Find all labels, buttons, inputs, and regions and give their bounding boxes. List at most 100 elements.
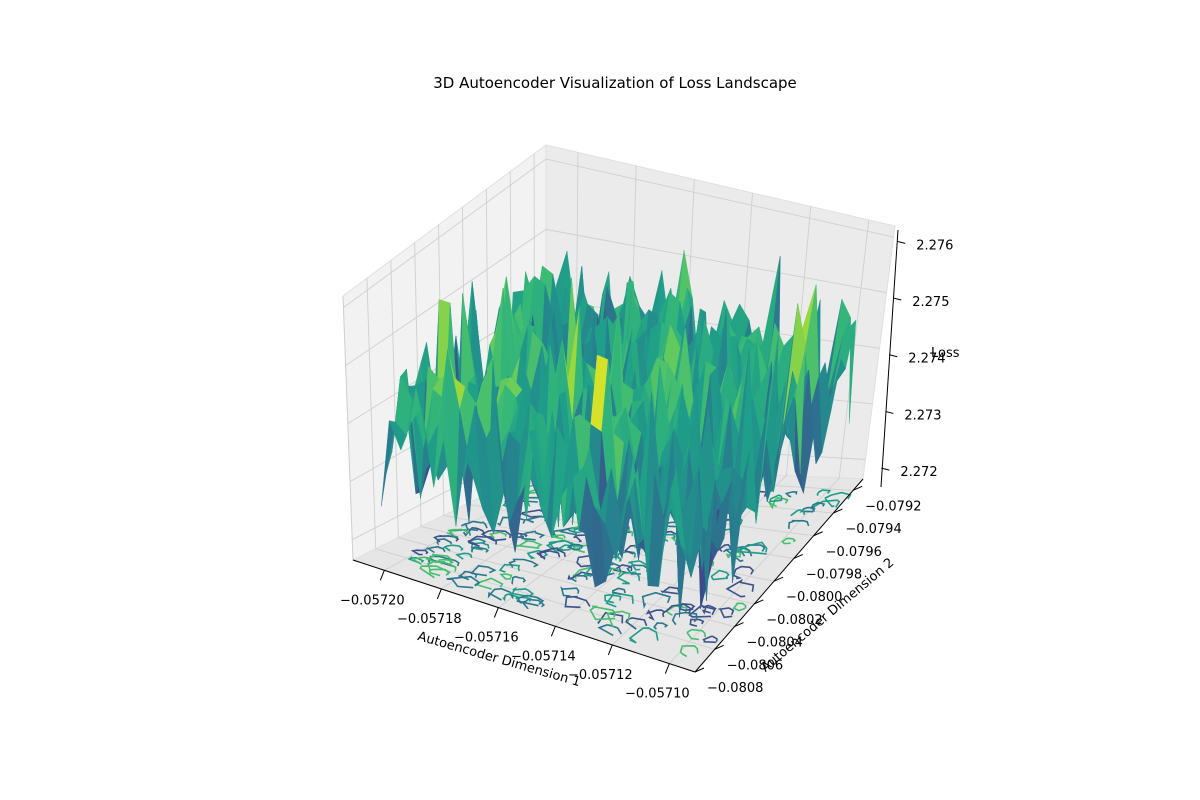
y-tick <box>773 576 784 582</box>
contour-line <box>419 565 452 579</box>
contour-line <box>467 535 498 548</box>
contour-line <box>628 560 648 571</box>
contour-line <box>455 552 473 560</box>
x-tick <box>550 626 556 637</box>
x-tick-label: −0.05720 <box>340 593 405 608</box>
contour-line <box>442 544 464 552</box>
contour-line <box>508 558 539 568</box>
y-tick-label: −0.0806 <box>727 658 783 673</box>
x-tick-label: −0.05710 <box>625 687 690 702</box>
contour-line <box>426 560 457 572</box>
y-tick-label: −0.0808 <box>707 681 763 696</box>
chart-title: 3D Autoencoder Visualization of Loss Lan… <box>433 74 797 92</box>
x-tick-label: −0.05712 <box>568 668 633 683</box>
y-tick <box>833 508 843 514</box>
z-tick <box>889 354 898 358</box>
y-tick <box>694 667 705 673</box>
contour-line <box>432 535 460 543</box>
contour-line <box>545 539 574 552</box>
x-tick-label: −0.05714 <box>511 649 576 664</box>
contour-line <box>449 528 471 538</box>
contour-line <box>564 595 591 609</box>
contour-line <box>663 603 692 615</box>
contour-line <box>407 556 425 564</box>
contour-line <box>508 586 535 598</box>
contour-line <box>717 607 735 619</box>
contour-line <box>641 591 671 609</box>
contour-line <box>788 519 810 529</box>
contour-line <box>446 575 481 589</box>
contour-line <box>611 587 626 596</box>
x-tick <box>379 570 385 581</box>
contour-line <box>810 499 841 513</box>
contour-line <box>625 617 648 630</box>
y-tick <box>714 644 724 650</box>
x-tick-label: −0.05718 <box>397 612 462 627</box>
contour-line <box>653 622 669 631</box>
contour-line <box>604 594 622 604</box>
contour-line <box>710 569 730 581</box>
contour-line <box>462 526 486 537</box>
contour-line <box>628 627 659 644</box>
y-tick-label: −0.0804 <box>747 636 803 651</box>
contour-line <box>732 602 747 612</box>
y-tick <box>754 599 764 605</box>
z-tick-label: 2.275 <box>912 295 949 310</box>
contour-line <box>520 598 546 610</box>
contour-line <box>702 635 718 644</box>
z-gridline <box>345 228 887 366</box>
contour-line <box>488 531 507 539</box>
y-tick <box>734 622 744 628</box>
z-axis-line <box>880 229 899 488</box>
contour-line <box>520 530 546 541</box>
contour-line <box>671 611 698 626</box>
x-tick <box>664 663 670 674</box>
loss-surface <box>381 250 857 618</box>
z-tick <box>885 410 894 414</box>
contour-line <box>659 586 680 595</box>
contour-line <box>410 549 429 556</box>
contour-line <box>606 610 631 628</box>
contour-line <box>732 565 754 580</box>
contour-line <box>781 537 797 545</box>
contour-line <box>790 509 805 516</box>
contour-line <box>612 564 633 574</box>
x-tick <box>607 644 613 656</box>
contour-line <box>551 533 566 540</box>
y-tick-label: −0.0794 <box>845 522 901 537</box>
z-gridline <box>343 158 894 308</box>
contour-line <box>499 573 513 580</box>
contour-line <box>679 644 699 658</box>
contour-line <box>487 587 514 601</box>
y-tick-label: −0.0800 <box>786 590 842 605</box>
contour-line <box>784 491 798 498</box>
x-axis-line <box>352 559 696 673</box>
y-gridline <box>414 242 755 605</box>
contour-line <box>446 528 469 537</box>
x-tick <box>493 607 499 618</box>
contour-line <box>536 550 561 560</box>
contour-line <box>725 578 755 598</box>
contour-line <box>701 604 717 615</box>
axes: −0.05720 −0.05718 −0.05716 −0.05714 −0.05712… <box>340 229 953 702</box>
contour-line <box>768 494 783 503</box>
contour-line <box>470 541 490 551</box>
contour-line <box>570 574 588 583</box>
x-tick-label: −0.05716 <box>454 631 519 646</box>
z-axis-label: Loss <box>931 346 960 361</box>
z-tick-label: 2.272 <box>900 465 937 480</box>
y-axis-line <box>694 478 864 673</box>
z-tick-label: 2.273 <box>904 408 941 423</box>
contour-line <box>718 543 733 553</box>
contour-line <box>816 489 832 496</box>
contour-line <box>511 575 527 585</box>
y-tick <box>793 554 804 559</box>
contour-line <box>566 543 584 551</box>
contour-line <box>605 591 634 608</box>
contour-line <box>645 609 666 621</box>
contour-line <box>424 545 446 554</box>
contour-line <box>526 549 549 559</box>
y-tick-label: −0.0798 <box>806 567 862 582</box>
contour-line <box>736 541 768 555</box>
